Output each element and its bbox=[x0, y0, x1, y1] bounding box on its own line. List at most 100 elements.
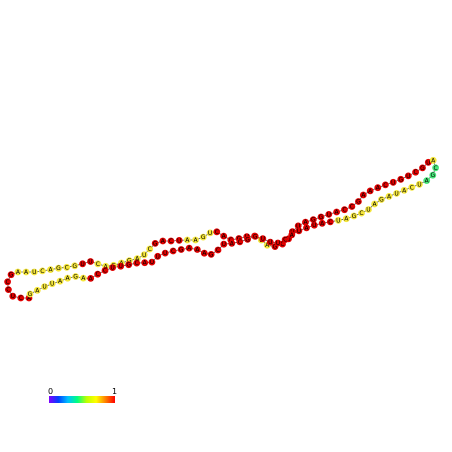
nucleotide: A bbox=[423, 177, 431, 185]
nucleotide: A bbox=[183, 236, 191, 244]
nucleotide-circle bbox=[378, 196, 385, 203]
nucleotide: A bbox=[64, 274, 71, 282]
nucleotide: C bbox=[326, 218, 334, 226]
nucleotide-letter: A bbox=[187, 245, 192, 252]
nucleotide-letter: G bbox=[319, 214, 324, 221]
nucleotide-letter: A bbox=[58, 278, 63, 285]
nucleotide-letter: U bbox=[11, 293, 15, 300]
nucleotide-circle bbox=[4, 278, 11, 286]
nucleotide-letter: A bbox=[361, 192, 366, 199]
nucleotide: A bbox=[429, 156, 437, 164]
nucleotide-letter: G bbox=[9, 272, 14, 279]
nucleotide: U bbox=[393, 190, 400, 197]
nucleotide-letter: A bbox=[104, 263, 109, 270]
nucleotide-circle bbox=[79, 274, 87, 282]
nucleotide-letter: A bbox=[373, 201, 378, 208]
nucleotide: U bbox=[266, 238, 274, 246]
nucleotide-letter: C bbox=[410, 184, 414, 191]
nucleotide-letter: A bbox=[304, 225, 309, 232]
nucleotide-letter: G bbox=[379, 197, 384, 204]
nucleotide-circle bbox=[366, 187, 374, 195]
nucleotide-letter: C bbox=[413, 169, 417, 176]
nucleotide-letter: C bbox=[238, 239, 242, 246]
nucleotide: G bbox=[429, 171, 437, 179]
nucleotide: C bbox=[17, 294, 25, 302]
nucleotide-letter: U bbox=[88, 259, 92, 266]
backbone-path bbox=[7, 159, 437, 299]
nucleotide-circle bbox=[207, 251, 215, 258]
nucleotide-letter: U bbox=[80, 261, 84, 268]
nucleotide: A bbox=[79, 274, 87, 282]
nucleotide-circle bbox=[48, 280, 56, 288]
nucleotide-circle bbox=[228, 239, 236, 247]
nucleotide-letter: U bbox=[261, 236, 265, 243]
nucleotide-letter: U bbox=[391, 179, 395, 186]
nucleotide-circle bbox=[400, 186, 408, 194]
nucleotide-circle bbox=[326, 218, 334, 226]
nucleotide-letter: U bbox=[297, 228, 301, 235]
nucleotide-letter: C bbox=[6, 287, 10, 294]
nucleotide-letter: C bbox=[19, 295, 23, 302]
nucleotide-circle bbox=[9, 292, 17, 300]
nucleotide: U bbox=[295, 227, 303, 235]
nucleotide-circle bbox=[206, 229, 214, 237]
nucleotide-circle bbox=[274, 239, 282, 247]
nucleotide-circle bbox=[161, 249, 169, 257]
nucleotide-letter: C bbox=[383, 182, 387, 189]
nucleotide-circle bbox=[64, 274, 71, 282]
nucleotide-circle bbox=[309, 216, 317, 224]
nucleotide-letter: A bbox=[290, 232, 295, 239]
nucleotide-letter: C bbox=[216, 247, 220, 254]
nucleotide-letter: U bbox=[327, 211, 331, 218]
nucleotide: A bbox=[87, 275, 95, 282]
nucleotide: C bbox=[382, 181, 389, 189]
nucleotide-letter: A bbox=[66, 275, 71, 282]
nucleotide-circle bbox=[22, 268, 30, 276]
nucleotide: U bbox=[30, 268, 38, 276]
nucleotide: G bbox=[26, 290, 34, 298]
nucleotide: G bbox=[125, 261, 133, 269]
nucleotide-circle bbox=[199, 233, 207, 241]
nucleotide-circle bbox=[148, 258, 156, 266]
nucleotide-letter: A bbox=[431, 157, 436, 164]
nucleotide-letter: U bbox=[286, 236, 290, 243]
nucleotide-letter: A bbox=[195, 247, 200, 254]
nucleotide-letter: G bbox=[28, 291, 33, 298]
nucleotide-letter: C bbox=[433, 165, 437, 172]
nucleotide: U bbox=[9, 292, 17, 300]
nucleotide-letter: A bbox=[425, 178, 430, 185]
nucleotide-letter: G bbox=[253, 233, 258, 240]
nucleotide-circle bbox=[302, 218, 309, 226]
nucleotide: C bbox=[408, 183, 416, 191]
nucleotide: G bbox=[350, 212, 358, 220]
nucleotide-letter: C bbox=[171, 248, 175, 255]
nucleotide-circle bbox=[146, 245, 154, 253]
nucleotide-letter: C bbox=[215, 229, 219, 236]
nucleotide-circle bbox=[56, 277, 64, 285]
nucleotide-letter: A bbox=[48, 267, 53, 274]
scale-max-label: 1 bbox=[112, 387, 117, 396]
nucleotide-circle bbox=[288, 231, 296, 239]
nucleotide-circle bbox=[63, 263, 71, 271]
nucleotide: U bbox=[389, 178, 397, 186]
nucleotide: A bbox=[333, 208, 340, 216]
nucleotide-circle bbox=[94, 260, 102, 268]
nucleotide-letter: C bbox=[148, 246, 152, 253]
nucleotide-circle bbox=[389, 178, 397, 186]
nucleotide-circle bbox=[14, 268, 22, 276]
nucleotide-letter: C bbox=[40, 268, 44, 275]
nucleotide: G bbox=[317, 213, 325, 221]
nucleotide-circle bbox=[94, 270, 102, 278]
nucleotide: A bbox=[141, 259, 149, 267]
nucleotide: A bbox=[185, 244, 193, 252]
nucleotide: G bbox=[207, 251, 215, 258]
nucleotide-circle bbox=[325, 211, 333, 218]
nucleotide: A bbox=[14, 268, 22, 276]
nucleotide: A bbox=[228, 239, 236, 247]
nucleotide: A bbox=[385, 193, 393, 200]
nucleotide: A bbox=[342, 215, 350, 223]
nucleotide: A bbox=[200, 249, 208, 257]
nucleotide: U bbox=[79, 260, 86, 268]
nucleotide-circle bbox=[333, 208, 340, 216]
nucleotide-circle bbox=[71, 262, 79, 270]
